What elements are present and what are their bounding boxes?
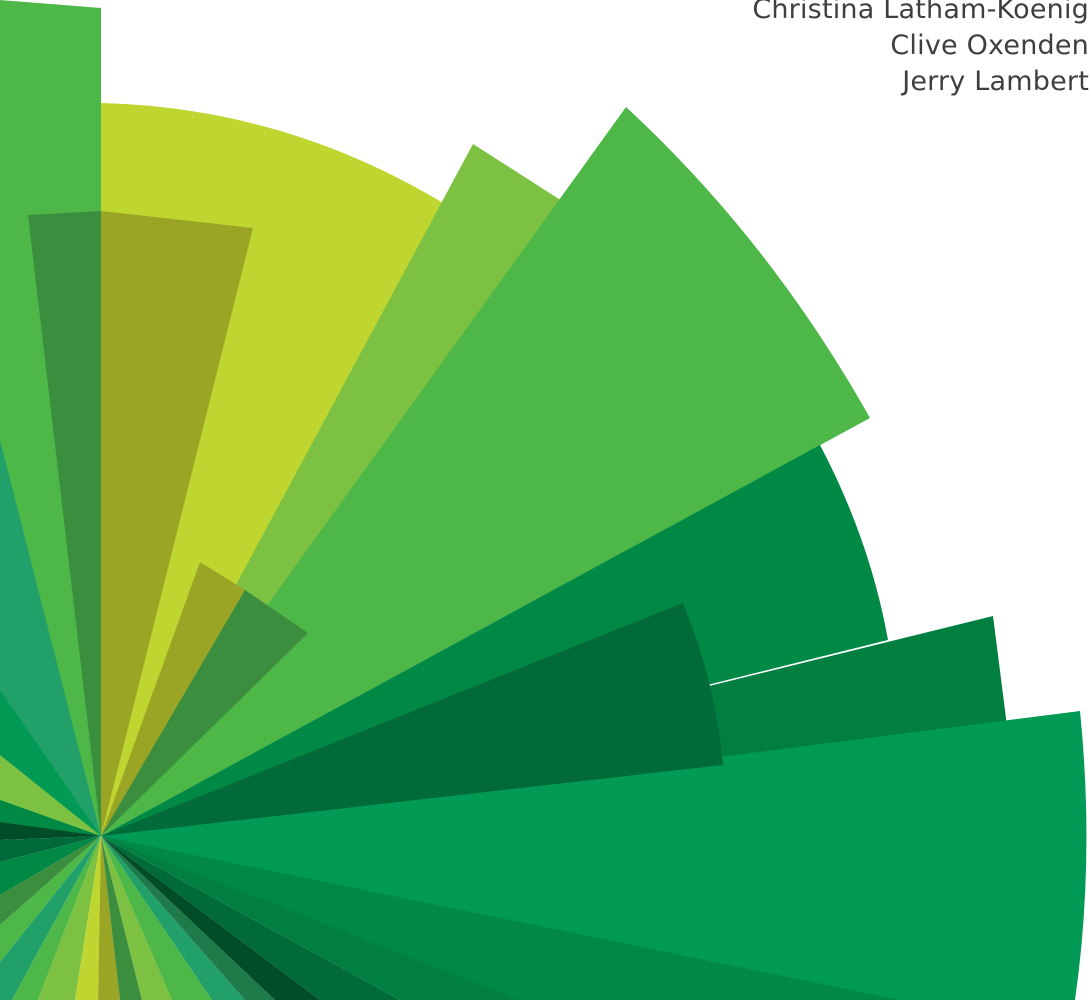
wedge-teal-left-2 xyxy=(0,836,101,1000)
wedge-olive-green xyxy=(28,211,101,836)
wedge-dark-inner xyxy=(101,603,723,836)
wedge-emerald-left xyxy=(0,690,101,836)
author-name: Clive Oxenden xyxy=(890,30,1089,61)
wedge-olive xyxy=(101,211,253,836)
wedge-deep-left xyxy=(0,822,101,840)
author-list: Christina Latham-Koenig Clive Oxenden Je… xyxy=(569,0,1089,100)
wedge-b4 xyxy=(98,836,120,1000)
wedge-forest xyxy=(101,445,888,836)
wedge-green-big xyxy=(101,107,870,836)
wedge-b13 xyxy=(101,836,900,1000)
bottom-wedges xyxy=(12,836,900,1000)
wedge-teal-left xyxy=(0,440,101,836)
wedge-forest-left xyxy=(0,800,101,836)
wedge-small-olive xyxy=(101,562,245,836)
wedge-b3 xyxy=(75,836,101,1000)
wedge-lime-left xyxy=(0,755,101,836)
wedge-b1 xyxy=(12,836,101,1000)
left-wedges xyxy=(0,440,101,1000)
wedge-b2 xyxy=(38,836,101,1000)
author-name: Christina Latham-Koenig xyxy=(752,0,1089,25)
author-name: Jerry Lambert xyxy=(902,66,1089,97)
wedge-small-olive-green xyxy=(101,590,308,836)
